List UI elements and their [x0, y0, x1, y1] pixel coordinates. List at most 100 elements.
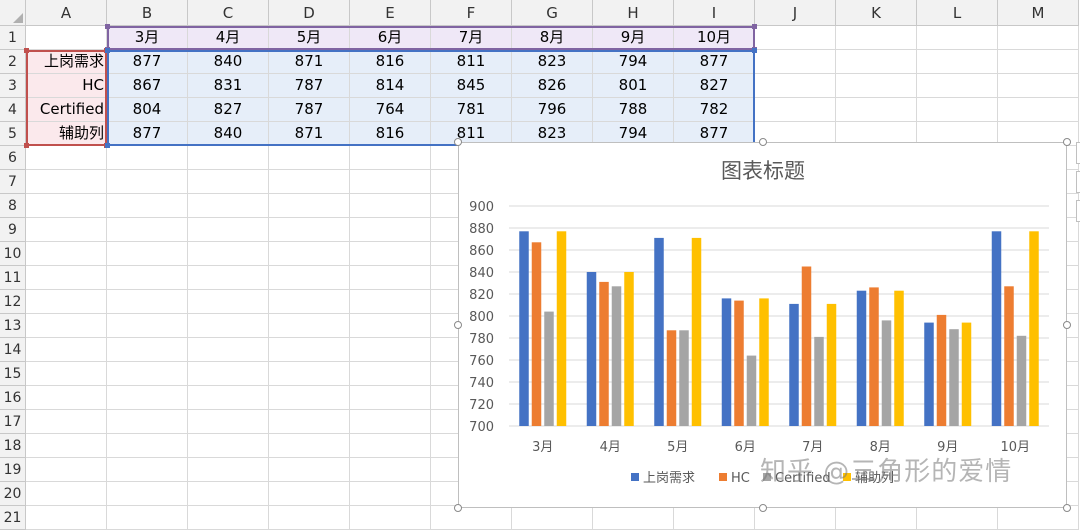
- row-header-1[interactable]: 1: [0, 26, 26, 50]
- cell-d4[interactable]: 787: [269, 98, 350, 122]
- cell-a9[interactable]: [26, 218, 107, 242]
- bar-辅助列-7月[interactable]: [826, 303, 837, 426]
- cell-a10[interactable]: [26, 242, 107, 266]
- cell-l4[interactable]: [917, 98, 998, 122]
- cell-b6[interactable]: [107, 146, 188, 170]
- cell-c17[interactable]: [188, 410, 269, 434]
- cell-m3[interactable]: [998, 74, 1079, 98]
- chart-resize-handle[interactable]: [758, 138, 767, 146]
- cell-e9[interactable]: [350, 218, 431, 242]
- cell-f2[interactable]: 811: [431, 50, 512, 74]
- cell-h1[interactable]: 9月: [593, 26, 674, 50]
- cell-e17[interactable]: [350, 410, 431, 434]
- row-header-12[interactable]: 12: [0, 290, 26, 314]
- cell-b11[interactable]: [107, 266, 188, 290]
- cell-d10[interactable]: [269, 242, 350, 266]
- cell-a14[interactable]: [26, 338, 107, 362]
- cell-b5[interactable]: 877: [107, 122, 188, 146]
- bar-HC-6月[interactable]: [734, 300, 744, 426]
- cell-m1[interactable]: [998, 26, 1079, 50]
- cell-k4[interactable]: [836, 98, 917, 122]
- cell-c3[interactable]: 831: [188, 74, 269, 98]
- row-header-13[interactable]: 13: [0, 314, 26, 338]
- values-range-handle[interactable]: [105, 143, 110, 148]
- bar-辅助列-6月[interactable]: [759, 298, 769, 426]
- cell-l3[interactable]: [917, 74, 998, 98]
- bar-上岗需求-7月[interactable]: [789, 303, 799, 426]
- bar-Certified-5月[interactable]: [679, 330, 689, 426]
- cell-d19[interactable]: [269, 458, 350, 482]
- bar-辅助列-3月[interactable]: [556, 231, 567, 426]
- column-header-c[interactable]: C: [188, 0, 269, 26]
- cell-e13[interactable]: [350, 314, 431, 338]
- cell-b18[interactable]: [107, 434, 188, 458]
- cell-m2[interactable]: [998, 50, 1079, 74]
- cell-c7[interactable]: [188, 170, 269, 194]
- cell-k2[interactable]: [836, 50, 917, 74]
- cell-b19[interactable]: [107, 458, 188, 482]
- row-header-18[interactable]: 18: [0, 434, 26, 458]
- cell-a6[interactable]: [26, 146, 107, 170]
- bar-上岗需求-5月[interactable]: [654, 237, 664, 426]
- cell-e10[interactable]: [350, 242, 431, 266]
- bar-Certified-9月[interactable]: [949, 329, 959, 426]
- bar-辅助列-8月[interactable]: [894, 290, 904, 426]
- cell-l1[interactable]: [917, 26, 998, 50]
- row-header-17[interactable]: 17: [0, 410, 26, 434]
- row-header-4[interactable]: 4: [0, 98, 26, 122]
- cell-d14[interactable]: [269, 338, 350, 362]
- cell-b21[interactable]: [107, 506, 188, 530]
- cell-c10[interactable]: [188, 242, 269, 266]
- cell-a21[interactable]: [26, 506, 107, 530]
- cell-h4[interactable]: 788: [593, 98, 674, 122]
- cell-c2[interactable]: 840: [188, 50, 269, 74]
- bar-辅助列-10月[interactable]: [1029, 231, 1039, 426]
- chart-resize-handle[interactable]: [454, 504, 462, 512]
- cell-i1[interactable]: 10月: [674, 26, 755, 50]
- bar-HC-4月[interactable]: [599, 281, 609, 426]
- column-header-d[interactable]: D: [269, 0, 350, 26]
- bar-HC-5月[interactable]: [666, 330, 677, 426]
- cell-f21[interactable]: [431, 506, 512, 530]
- select-all-corner[interactable]: [0, 0, 26, 26]
- cell-b1[interactable]: 3月: [107, 26, 188, 50]
- bar-上岗需求-4月[interactable]: [586, 272, 597, 426]
- row-header-10[interactable]: 10: [0, 242, 26, 266]
- cell-a1[interactable]: [26, 26, 107, 50]
- bar-辅助列-5月[interactable]: [691, 237, 702, 426]
- cell-b2[interactable]: 877: [107, 50, 188, 74]
- cell-a15[interactable]: [26, 362, 107, 386]
- bar-上岗需求-9月[interactable]: [924, 322, 934, 426]
- cell-f3[interactable]: 845: [431, 74, 512, 98]
- cell-l21[interactable]: [917, 506, 998, 530]
- cell-g3[interactable]: 826: [512, 74, 593, 98]
- cell-l2[interactable]: [917, 50, 998, 74]
- cell-c5[interactable]: 840: [188, 122, 269, 146]
- cell-e12[interactable]: [350, 290, 431, 314]
- cell-g21[interactable]: [512, 506, 593, 530]
- cell-d7[interactable]: [269, 170, 350, 194]
- bar-HC-10月[interactable]: [1004, 286, 1014, 426]
- cell-b13[interactable]: [107, 314, 188, 338]
- cell-e21[interactable]: [350, 506, 431, 530]
- cell-a16[interactable]: [26, 386, 107, 410]
- cell-b8[interactable]: [107, 194, 188, 218]
- chart-resize-handle[interactable]: [454, 138, 462, 146]
- cell-d17[interactable]: [269, 410, 350, 434]
- bar-Certified-3月[interactable]: [544, 311, 554, 426]
- series-name-range-handle[interactable]: [24, 48, 29, 53]
- cell-d9[interactable]: [269, 218, 350, 242]
- cell-b12[interactable]: [107, 290, 188, 314]
- cell-c12[interactable]: [188, 290, 269, 314]
- cell-g4[interactable]: 796: [512, 98, 593, 122]
- cell-a2[interactable]: 上岗需求: [26, 50, 107, 74]
- cell-d16[interactable]: [269, 386, 350, 410]
- column-header-i[interactable]: I: [674, 0, 755, 26]
- cell-d18[interactable]: [269, 434, 350, 458]
- row-header-20[interactable]: 20: [0, 482, 26, 506]
- cell-c19[interactable]: [188, 458, 269, 482]
- bar-HC-9月[interactable]: [936, 314, 947, 426]
- cell-b16[interactable]: [107, 386, 188, 410]
- cell-a13[interactable]: [26, 314, 107, 338]
- cell-c1[interactable]: 4月: [188, 26, 269, 50]
